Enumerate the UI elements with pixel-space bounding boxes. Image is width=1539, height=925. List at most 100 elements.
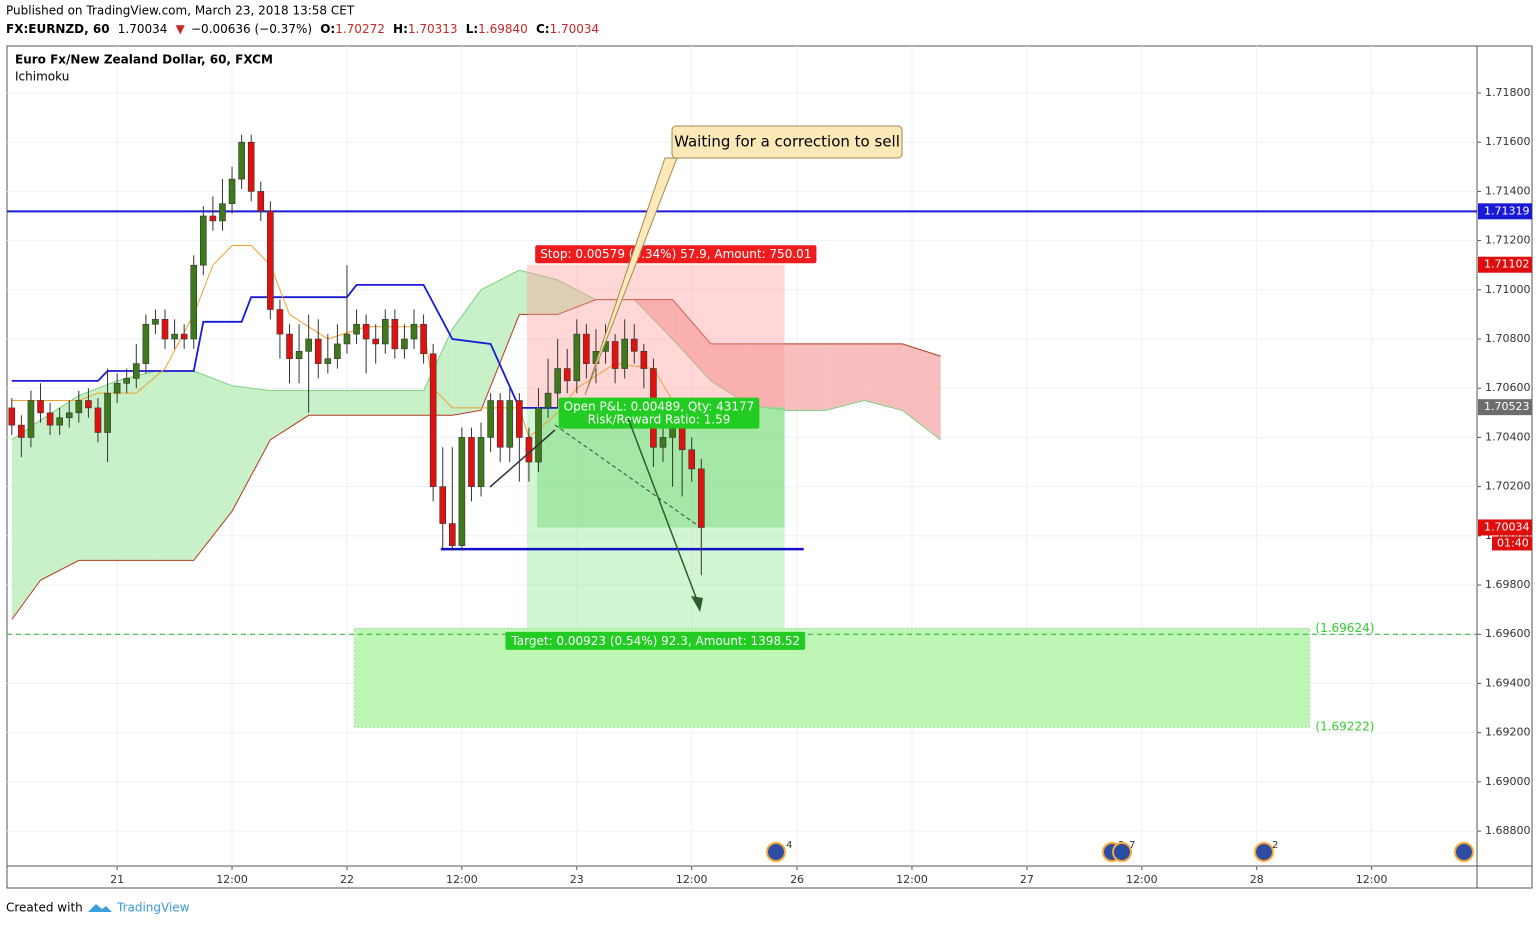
cloud-segment xyxy=(787,343,826,411)
brand: TradingView xyxy=(116,901,190,915)
candle-body xyxy=(171,333,178,340)
candle-body xyxy=(563,368,571,382)
candle-body xyxy=(209,215,217,222)
y-tick-label: 1.70400 xyxy=(1485,430,1531,443)
candle-body xyxy=(257,191,265,212)
x-tick-label: 12:00 xyxy=(216,873,248,886)
callout-pointer xyxy=(584,157,678,396)
high-label: H: xyxy=(393,22,408,36)
candle-body xyxy=(343,333,351,345)
candle-body xyxy=(429,353,437,487)
candle-body xyxy=(640,351,648,369)
countdown-box xyxy=(1492,536,1532,551)
candle-body xyxy=(295,351,303,359)
rr-label: Risk/Reward Ratio: 1.59 xyxy=(588,413,731,427)
candle-body xyxy=(439,486,447,524)
cloud-segment xyxy=(346,390,386,416)
candle-body xyxy=(506,400,514,448)
y-tick-label: 1.69800 xyxy=(1485,578,1531,591)
candle-body xyxy=(334,343,341,359)
event-count: 2 xyxy=(1272,840,1278,851)
candle-body xyxy=(113,382,121,394)
candle-body xyxy=(46,412,54,426)
low-value: 1.69840 xyxy=(478,22,528,36)
candle-body xyxy=(496,400,504,448)
candle-body xyxy=(104,392,111,433)
candle-body xyxy=(583,333,590,364)
candle-body xyxy=(535,407,542,463)
open-value: 1.70272 xyxy=(335,22,385,36)
y-tick-label: 1.71000 xyxy=(1485,283,1531,296)
callout-text: Waiting for a correction to sell xyxy=(674,133,900,151)
candle-body xyxy=(37,400,44,414)
cloud-segment xyxy=(519,270,558,315)
cloud-segment xyxy=(232,385,271,512)
candle-body xyxy=(267,210,274,310)
cloud-segment xyxy=(155,370,194,561)
candle-body xyxy=(573,333,581,382)
label-box xyxy=(535,245,817,264)
y-tick-label: 1.71200 xyxy=(1485,234,1531,247)
x-tick-label: 23 xyxy=(570,873,584,886)
price-marker xyxy=(1478,256,1532,273)
indicator-name: Ichimoku xyxy=(15,70,69,84)
dashed-trend xyxy=(554,424,701,528)
candle-body xyxy=(544,392,552,409)
candle-body xyxy=(238,141,245,180)
position-label: Stop: 0.00579 (0.34%) 57.9, Amount: 750.… xyxy=(540,247,811,261)
last: 1.70034 xyxy=(118,22,168,36)
created-with: Created with xyxy=(6,901,83,915)
kijun-line xyxy=(11,283,558,409)
countdown: 01:40 xyxy=(1497,536,1529,549)
x-tick-label: 12:00 xyxy=(1126,873,1158,886)
price-marker-label: 1.71102 xyxy=(1484,258,1530,271)
candle-body xyxy=(190,264,198,340)
trend-line xyxy=(489,429,556,488)
candle-body xyxy=(621,338,628,369)
change: −0.00636 (−0.37%) xyxy=(191,22,312,36)
price-marker-label: 1.71319 xyxy=(1484,204,1530,217)
y-tick-label: 1.69600 xyxy=(1485,627,1531,640)
price-marker-label: 1.70523 xyxy=(1484,400,1530,413)
cloud-segment xyxy=(117,370,156,561)
candle-body xyxy=(132,363,140,379)
y-tick-label: 1.70200 xyxy=(1485,480,1531,493)
candle-body xyxy=(516,400,523,438)
y-tick-label: 1.68800 xyxy=(1485,824,1531,837)
x-tick-label: 28 xyxy=(1250,873,1264,886)
candle-body xyxy=(219,203,226,222)
candle-body xyxy=(142,323,150,364)
low-label: L: xyxy=(466,22,478,36)
candle-body xyxy=(228,178,236,205)
chart-title: Euro Fx/New Zealand Dollar, 60, FXCM xyxy=(15,53,273,67)
candle-body xyxy=(324,358,332,364)
cloud-segment xyxy=(710,343,750,406)
cloud-segment xyxy=(11,420,41,620)
candle-body xyxy=(123,378,131,384)
candle-body xyxy=(372,338,379,345)
x-tick-label: 26 xyxy=(790,873,804,886)
chart-frame xyxy=(6,45,1533,889)
candle-body xyxy=(401,338,408,350)
arrow-head xyxy=(691,596,703,612)
cloud-segment xyxy=(672,299,711,381)
y-tick-label: 1.70800 xyxy=(1485,332,1531,345)
cloud-segment xyxy=(40,395,79,581)
candle-body xyxy=(659,437,667,448)
candle-body xyxy=(630,338,638,352)
candle-body xyxy=(314,338,322,364)
x-tick-label: 12:00 xyxy=(446,873,478,886)
cloud-segment xyxy=(825,343,865,411)
candle-body xyxy=(362,323,370,340)
price-marker-label: 1.70034 xyxy=(1484,520,1530,533)
position-label: Target: 0.00923 (0.54%) 92.3, Amount: 13… xyxy=(510,634,800,648)
price-marker xyxy=(1478,203,1532,220)
event-icon xyxy=(1254,842,1274,862)
symbol: FX:EURNZD, 60 xyxy=(6,22,110,36)
candle-body xyxy=(477,437,485,487)
cloud-segment xyxy=(481,270,520,411)
event-count: 7 xyxy=(1129,840,1135,851)
callout-box xyxy=(671,125,903,159)
arrow-line xyxy=(627,417,701,609)
cloud-segment xyxy=(452,289,482,416)
